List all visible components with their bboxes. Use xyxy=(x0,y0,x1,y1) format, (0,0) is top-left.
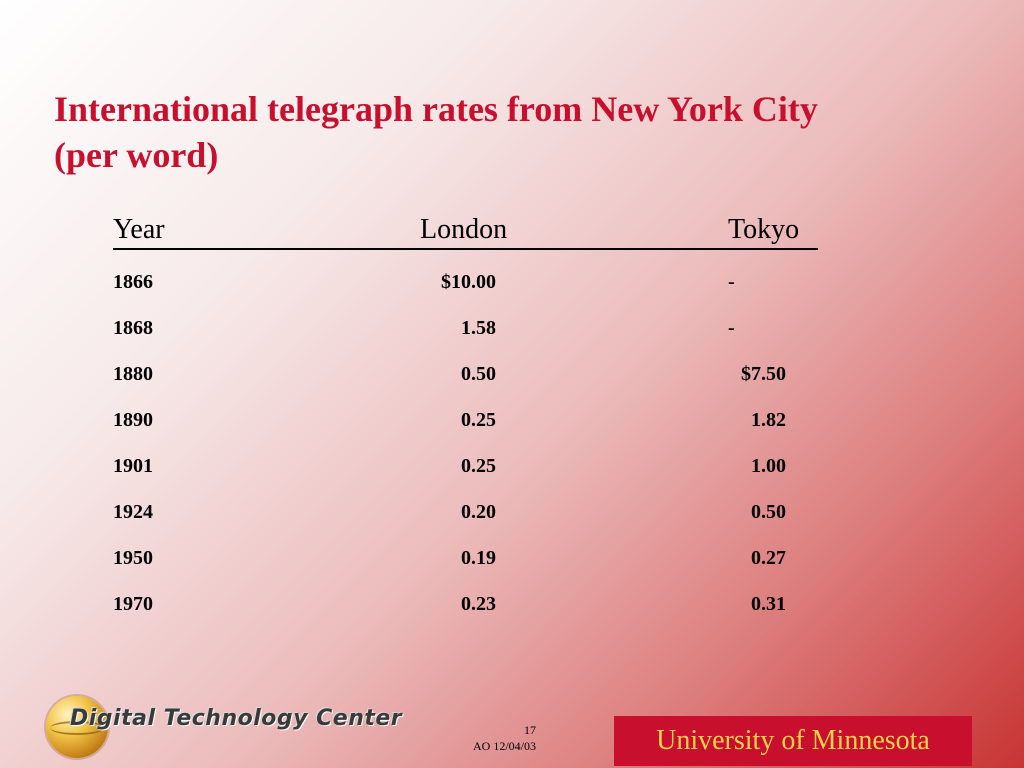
slide-title: International telegraph rates from New Y… xyxy=(54,86,954,178)
cell-year: 1868 xyxy=(113,317,153,339)
cell-london: 0.20 xyxy=(461,501,496,523)
cell-year: 1970 xyxy=(113,593,153,615)
cell-tokyo: 0.27 xyxy=(751,547,786,569)
table-row: 1901 0.25 1.00 xyxy=(113,455,818,501)
globe-icon xyxy=(46,696,108,758)
institution-banner: University of Minnesota xyxy=(614,716,972,766)
page-number: 17 xyxy=(524,723,536,737)
author-date: AO 12/04/03 xyxy=(473,739,536,753)
cell-london: 0.25 xyxy=(461,409,496,431)
cell-year: 1866 xyxy=(113,271,153,293)
page-info: 17 AO 12/04/03 xyxy=(470,722,536,754)
cell-london: 0.25 xyxy=(461,455,496,477)
cell-london: 0.23 xyxy=(461,593,496,615)
cell-tokyo: 1.00 xyxy=(751,455,786,477)
slide-title-line-1: International telegraph rates from New Y… xyxy=(54,89,818,129)
table-header: Year London Tokyo xyxy=(113,214,818,250)
cell-tokyo: 0.31 xyxy=(751,593,786,615)
header-year: Year xyxy=(113,214,165,245)
table-row: 1924 0.20 0.50 xyxy=(113,501,818,547)
cell-year: 1924 xyxy=(113,501,153,523)
table-row: 1866 $10.00 - xyxy=(113,271,818,317)
cell-year: 1890 xyxy=(113,409,153,431)
logo-text: Digital Technology Center xyxy=(70,706,403,731)
cell-year: 1901 xyxy=(113,455,153,477)
cell-tokyo: 1.82 xyxy=(751,409,786,431)
cell-year: 1880 xyxy=(113,363,153,385)
cell-london: $10.00 xyxy=(441,271,496,293)
table-row: 1890 0.25 1.82 xyxy=(113,409,818,455)
cell-tokyo: - xyxy=(728,317,735,339)
cell-tokyo: - xyxy=(728,271,735,293)
cell-tokyo: 0.50 xyxy=(751,501,786,523)
header-tokyo: Tokyo xyxy=(728,214,800,245)
cell-london: 0.50 xyxy=(461,363,496,385)
dtc-logo: Digital Technology Center xyxy=(40,694,440,764)
cell-year: 1950 xyxy=(113,547,153,569)
table-row: 1950 0.19 0.27 xyxy=(113,547,818,593)
cell-london: 1.58 xyxy=(461,317,496,339)
table-row: 1868 1.58 - xyxy=(113,317,818,363)
table-body: 1866 $10.00 - 1868 1.58 - 1880 0.50 $7.5… xyxy=(113,271,818,639)
table-row: 1880 0.50 $7.50 xyxy=(113,363,818,409)
slide-title-line-2: (per word) xyxy=(54,135,219,175)
cell-london: 0.19 xyxy=(461,547,496,569)
rates-table: Year London Tokyo 1866 $10.00 - 1868 1.5… xyxy=(113,214,818,639)
header-london: London xyxy=(420,214,508,245)
table-row: 1970 0.23 0.31 xyxy=(113,593,818,639)
cell-tokyo: $7.50 xyxy=(741,363,786,385)
